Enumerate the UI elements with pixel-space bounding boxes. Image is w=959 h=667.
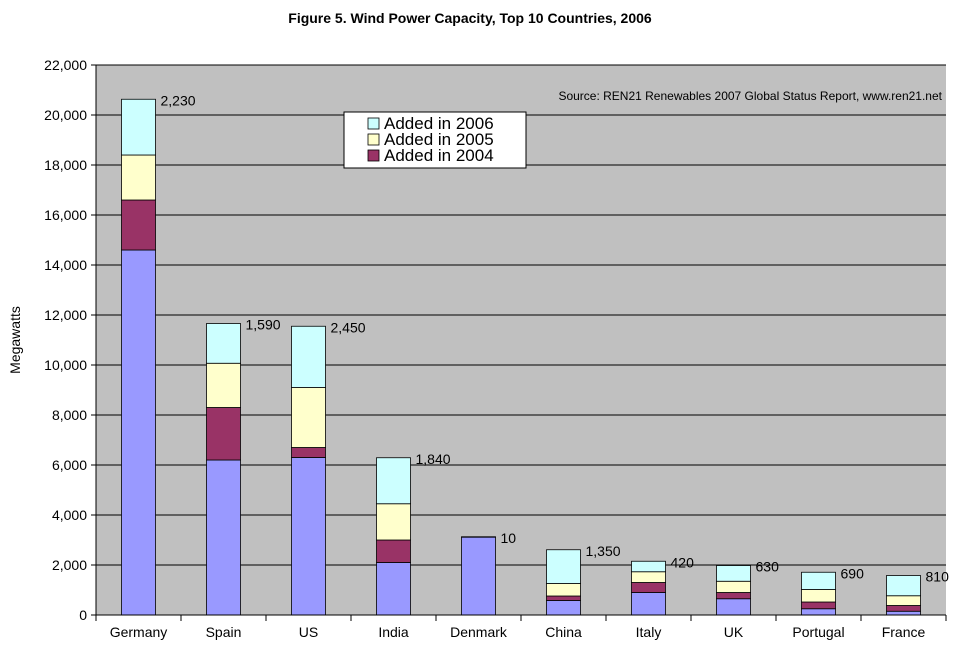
bar-segment [631, 571, 666, 583]
bar-segment [206, 323, 241, 364]
bar-segment [631, 560, 666, 573]
bar-segment [121, 199, 156, 251]
bar-segment [291, 387, 326, 448]
data-label: 1,350 [586, 543, 621, 559]
bar-segment [886, 605, 921, 612]
legend-swatch [367, 133, 380, 146]
x-tick-label: Italy [636, 624, 662, 640]
bar-segment [631, 582, 666, 593]
bar-segment [546, 583, 581, 597]
bar-segment [886, 575, 921, 597]
y-tick-label: 14,000 [44, 257, 87, 273]
bar-segment [801, 571, 836, 590]
y-axis-title: Megawatts [7, 306, 23, 374]
y-tick-label: 16,000 [44, 207, 87, 223]
data-label: 1,840 [416, 451, 451, 467]
x-tick-label: China [545, 624, 582, 640]
data-label: 10 [501, 530, 517, 546]
y-tick-label: 4,000 [52, 507, 87, 523]
legend-label: Added in 2006 [384, 114, 494, 133]
source-note: Source: REN21 Renewables 2007 Global Sta… [558, 89, 942, 103]
bar-segment [546, 549, 581, 584]
data-labels: 2,230 1,590 2,450 1,840 10 1,350 420 630 690 810 [161, 92, 950, 584]
bar-segment [206, 362, 241, 408]
bar-segment [546, 595, 581, 601]
y-tick-label: 10,000 [44, 357, 87, 373]
y-tick-label: 0 [79, 607, 87, 623]
bar-segment [716, 565, 751, 582]
data-label: 630 [756, 559, 780, 575]
data-label: 420 [671, 554, 695, 570]
bar-segment [716, 580, 751, 593]
bar-segment [631, 592, 666, 616]
bar-segment [801, 608, 836, 616]
bar-segment [886, 610, 921, 616]
bar-segment [801, 601, 836, 610]
data-label: 810 [926, 569, 950, 585]
x-tick-label: US [299, 624, 318, 640]
y-tick-label: 18,000 [44, 157, 87, 173]
data-label: 2,450 [331, 319, 366, 335]
x-tick-label: France [882, 624, 926, 640]
y-tick-label: 2,000 [52, 557, 87, 573]
chart-title: Figure 5. Wind Power Capacity, Top 10 Co… [288, 10, 652, 26]
bar-segment [376, 539, 411, 563]
x-tick-label: Germany [110, 624, 168, 640]
bar-segment [546, 600, 581, 616]
y-tick-label: 6,000 [52, 457, 87, 473]
x-tick-label: UK [724, 624, 744, 640]
bar-segment [291, 447, 326, 458]
bar-segment [716, 598, 751, 616]
data-label: 690 [841, 565, 865, 581]
data-label: 2,230 [161, 92, 196, 108]
y-tick-label: 8,000 [52, 407, 87, 423]
x-tick-label: India [378, 624, 409, 640]
bar-segment [291, 325, 326, 388]
bar-segment [461, 536, 496, 616]
y-tick-label: 22,000 [44, 57, 87, 73]
bar-segment [376, 457, 411, 505]
y-tick-label: 20,000 [44, 107, 87, 123]
x-tick-label: Portugal [792, 624, 844, 640]
legend-swatch [367, 149, 380, 162]
data-label: 1,590 [246, 317, 281, 333]
y-tick-label: 12,000 [44, 307, 87, 323]
bar-segment [291, 457, 326, 616]
bar-segment [121, 98, 156, 156]
x-tick-label: Denmark [450, 624, 508, 640]
x-tick-label: Spain [206, 624, 242, 640]
bar-segment [461, 536, 496, 538]
legend-swatch [367, 117, 380, 130]
bar-segment [206, 459, 241, 616]
bar-segment [376, 562, 411, 616]
legend-label: Added in 2004 [384, 146, 494, 165]
bar-segment [886, 595, 921, 606]
legend-label: Added in 2005 [384, 130, 494, 149]
bar-segment [716, 592, 751, 600]
bar-segment [121, 249, 156, 616]
axes: 0 2,000 4,000 6,000 8,000 10,000 12,000 14,000 1… [44, 57, 947, 640]
bars [121, 98, 921, 616]
bar-segment [376, 503, 411, 541]
bar-segment [801, 589, 836, 603]
bar-segment [206, 407, 241, 461]
bar-segment [121, 154, 156, 201]
